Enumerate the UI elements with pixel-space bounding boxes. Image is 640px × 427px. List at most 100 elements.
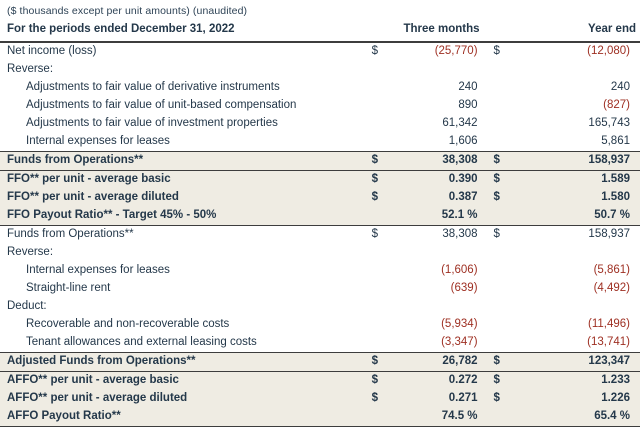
value-three-months	[384, 61, 484, 79]
value-year-end: (827)	[603, 99, 630, 111]
dollar-sign	[484, 298, 519, 316]
value-three-months: 240	[458, 81, 478, 93]
dollar-sign	[362, 115, 384, 133]
row-label: FFO Payout Ratio** - Target 45% - 50%	[0, 207, 362, 226]
table-row: Adjustments to fair value of investment …	[0, 115, 640, 133]
table-row: AFFO** per unit - average basic $0.272 $1.…	[0, 371, 640, 390]
row-label: AFFO** per unit - average diluted	[7, 392, 188, 404]
table-row: FFO** per unit - average basic $0.390 $1.5…	[0, 170, 640, 189]
row-label: Funds from Operations**	[0, 151, 362, 171]
table-row: Net income (loss) $ (25,770) $ (12,080)	[0, 42, 640, 61]
dollar-sign	[361, 408, 384, 427]
value-year-end: (4,492)	[593, 282, 630, 294]
dollar-sign	[362, 61, 384, 79]
value-three-months: 74.5 %	[383, 408, 484, 427]
value-three-months	[384, 244, 484, 262]
value-three-months: (25,770)	[434, 45, 478, 57]
value-three-months: 0.390	[448, 173, 478, 185]
dollar-sign	[484, 61, 519, 79]
dollar-sign: $	[483, 151, 519, 171]
col-header-three-months: Three months	[383, 20, 484, 43]
value-year-end	[518, 61, 640, 79]
dollar-sign: $	[371, 228, 379, 240]
dollar-sign	[484, 334, 519, 353]
table-row: Adjusted Funds from Operations** $26,782 $…	[0, 352, 640, 372]
dollar-sign	[362, 97, 384, 115]
value-three-months: 1,606	[448, 135, 478, 147]
row-label: Adjusted Funds from Operations**	[0, 352, 362, 372]
header-spacer	[483, 20, 519, 43]
dollar-sign	[361, 207, 384, 226]
value-three-months	[384, 298, 484, 316]
period-header: For the periods ended December 31, 2022	[0, 20, 362, 43]
table-note: ($ thousands except per unit amounts) (u…	[7, 5, 248, 17]
value-three-months: (1,606)	[441, 264, 478, 276]
table-row: FFO Payout Ratio** - Target 45% - 50% 52.…	[0, 207, 640, 226]
dollar-sign	[484, 262, 519, 280]
col-header-year-end: Year end	[518, 20, 640, 43]
row-label: Internal expenses for leases	[26, 264, 170, 276]
value-three-months: (5,934)	[441, 318, 478, 330]
value-year-end: 158,937	[588, 228, 630, 240]
table-row: Internal expenses for leases 1,606 5,861	[0, 133, 640, 152]
dollar-sign: $	[361, 151, 384, 171]
value-three-months: 52.1 %	[383, 207, 484, 226]
table-row: Recoverable and non-recoverable costs (5,…	[0, 316, 640, 334]
value-three-months: (3,347)	[441, 336, 478, 348]
table-header-row: For the periods ended December 31, 2022 …	[0, 20, 640, 43]
value-year-end: 50.7 %	[518, 207, 640, 226]
table-row: Funds from Operations** $38,308 $158,937	[0, 151, 640, 171]
value-three-months: 61,342	[442, 117, 478, 129]
dollar-sign	[483, 408, 519, 427]
dollar-sign	[362, 334, 384, 353]
dollar-sign: $	[371, 45, 379, 57]
value-year-end: 65.4 %	[518, 408, 640, 427]
dollar-sign	[362, 280, 384, 298]
value-year-end: (13,741)	[587, 336, 630, 348]
table-row: AFFO** per unit - average diluted $0.271 $…	[0, 390, 640, 408]
row-label: Adjustments to fair value of investment …	[26, 117, 278, 129]
dollar-sign: $	[371, 173, 379, 185]
value-year-end: 123,347	[518, 352, 640, 372]
dollar-sign: $	[493, 392, 500, 404]
row-label: Deduct:	[7, 300, 47, 312]
financial-table-sheet: ($ thousands except per unit amounts) (u…	[0, 5, 640, 427]
value-year-end: 5,861	[601, 135, 630, 147]
value-three-months: (639)	[450, 282, 478, 294]
value-three-months: 0.271	[448, 392, 478, 404]
dollar-sign	[484, 115, 519, 133]
value-year-end: 240	[610, 81, 630, 93]
table-row: Tenant allowances and external leasing c…	[0, 334, 640, 353]
dollar-sign	[483, 207, 519, 226]
table-row: Adjustments to fair value of derivative …	[0, 79, 640, 97]
row-label: FFO** per unit - average basic	[7, 173, 171, 185]
value-year-end: (12,080)	[587, 45, 630, 57]
row-label: Straight-line rent	[26, 282, 111, 294]
dollar-sign	[484, 97, 519, 115]
value-three-months: 0.387	[448, 191, 478, 203]
value-three-months: 890	[458, 99, 478, 111]
value-year-end: (11,496)	[588, 318, 630, 330]
header-spacer	[361, 20, 384, 43]
table-row: Reverse:	[0, 244, 640, 262]
table-row: FFO** per unit - average diluted $0.387 $1…	[0, 189, 640, 207]
table-row: Funds from Operations** $38,308 $158,937	[0, 226, 640, 245]
value-year-end: 1.580	[601, 191, 630, 203]
dollar-sign: $	[493, 374, 500, 386]
value-three-months: 26,782	[383, 352, 484, 372]
table-row: Reverse:	[0, 61, 640, 79]
row-label: Reverse:	[7, 63, 54, 75]
table-row: Straight-line rent (639) (4,492)	[0, 280, 640, 298]
dollar-sign: $	[483, 352, 519, 372]
row-label: Recoverable and non-recoverable costs	[26, 318, 230, 330]
dollar-sign	[362, 316, 384, 334]
dollar-sign	[484, 316, 519, 334]
table-row: AFFO Payout Ratio** 74.5 % 65.4 %	[0, 408, 640, 427]
row-label: AFFO Payout Ratio**	[0, 408, 362, 427]
ffo-affo-table: For the periods ended December 31, 2022 …	[0, 20, 640, 427]
row-label: AFFO** per unit - average basic	[7, 374, 179, 386]
dollar-sign: $	[371, 392, 379, 404]
dollar-sign: $	[361, 352, 384, 372]
value-year-end: 1.589	[601, 173, 630, 185]
dollar-sign	[484, 244, 519, 262]
